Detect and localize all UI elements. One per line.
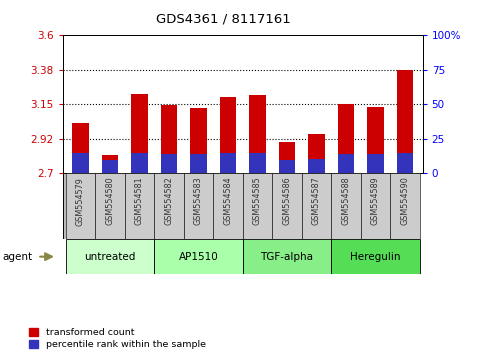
- Bar: [95, 173, 125, 239]
- Bar: [272, 173, 302, 239]
- Bar: [125, 173, 154, 239]
- Bar: [397, 70, 413, 173]
- Bar: [154, 173, 184, 239]
- Bar: [308, 159, 325, 173]
- Bar: [102, 160, 118, 173]
- Bar: [66, 173, 95, 239]
- Bar: [102, 155, 118, 173]
- Text: GSM554584: GSM554584: [224, 177, 232, 225]
- Bar: [220, 153, 236, 173]
- Bar: [338, 154, 354, 173]
- Bar: [279, 142, 295, 173]
- Bar: [190, 154, 207, 173]
- Text: GSM554580: GSM554580: [105, 177, 114, 225]
- Text: GSM554589: GSM554589: [371, 177, 380, 225]
- Bar: [361, 173, 390, 239]
- Text: agent: agent: [2, 252, 32, 262]
- Bar: [302, 173, 331, 239]
- Legend: transformed count, percentile rank within the sample: transformed count, percentile rank withi…: [29, 329, 206, 349]
- Bar: [249, 153, 266, 173]
- Bar: [72, 153, 88, 173]
- Bar: [397, 153, 413, 173]
- Text: GSM554585: GSM554585: [253, 177, 262, 225]
- Bar: [66, 239, 154, 274]
- Bar: [368, 154, 384, 173]
- Text: TGF-alpha: TGF-alpha: [260, 252, 313, 262]
- Text: Heregulin: Heregulin: [350, 252, 401, 262]
- Bar: [242, 173, 272, 239]
- Text: GSM554587: GSM554587: [312, 177, 321, 225]
- Text: GSM554581: GSM554581: [135, 177, 144, 225]
- Bar: [331, 173, 361, 239]
- Bar: [72, 123, 88, 173]
- Text: GSM554582: GSM554582: [165, 177, 173, 225]
- Text: GSM554579: GSM554579: [76, 177, 85, 225]
- Bar: [161, 154, 177, 173]
- Bar: [161, 105, 177, 173]
- Bar: [368, 108, 384, 173]
- Bar: [220, 97, 236, 173]
- Bar: [154, 239, 243, 274]
- Text: GSM554588: GSM554588: [341, 177, 351, 225]
- Text: GDS4361 / 8117161: GDS4361 / 8117161: [156, 12, 291, 25]
- Bar: [213, 173, 243, 239]
- Bar: [279, 160, 295, 173]
- Text: GSM554586: GSM554586: [283, 177, 291, 225]
- Bar: [249, 95, 266, 173]
- Text: GSM554590: GSM554590: [400, 177, 410, 225]
- Text: untreated: untreated: [85, 252, 136, 262]
- Bar: [190, 108, 207, 173]
- Text: GSM554583: GSM554583: [194, 177, 203, 225]
- Bar: [308, 133, 325, 173]
- Bar: [390, 173, 420, 239]
- Bar: [131, 94, 148, 173]
- Bar: [242, 239, 331, 274]
- Bar: [131, 153, 148, 173]
- Bar: [331, 239, 420, 274]
- Text: AP1510: AP1510: [179, 252, 218, 262]
- Bar: [184, 173, 213, 239]
- Bar: [338, 104, 354, 173]
